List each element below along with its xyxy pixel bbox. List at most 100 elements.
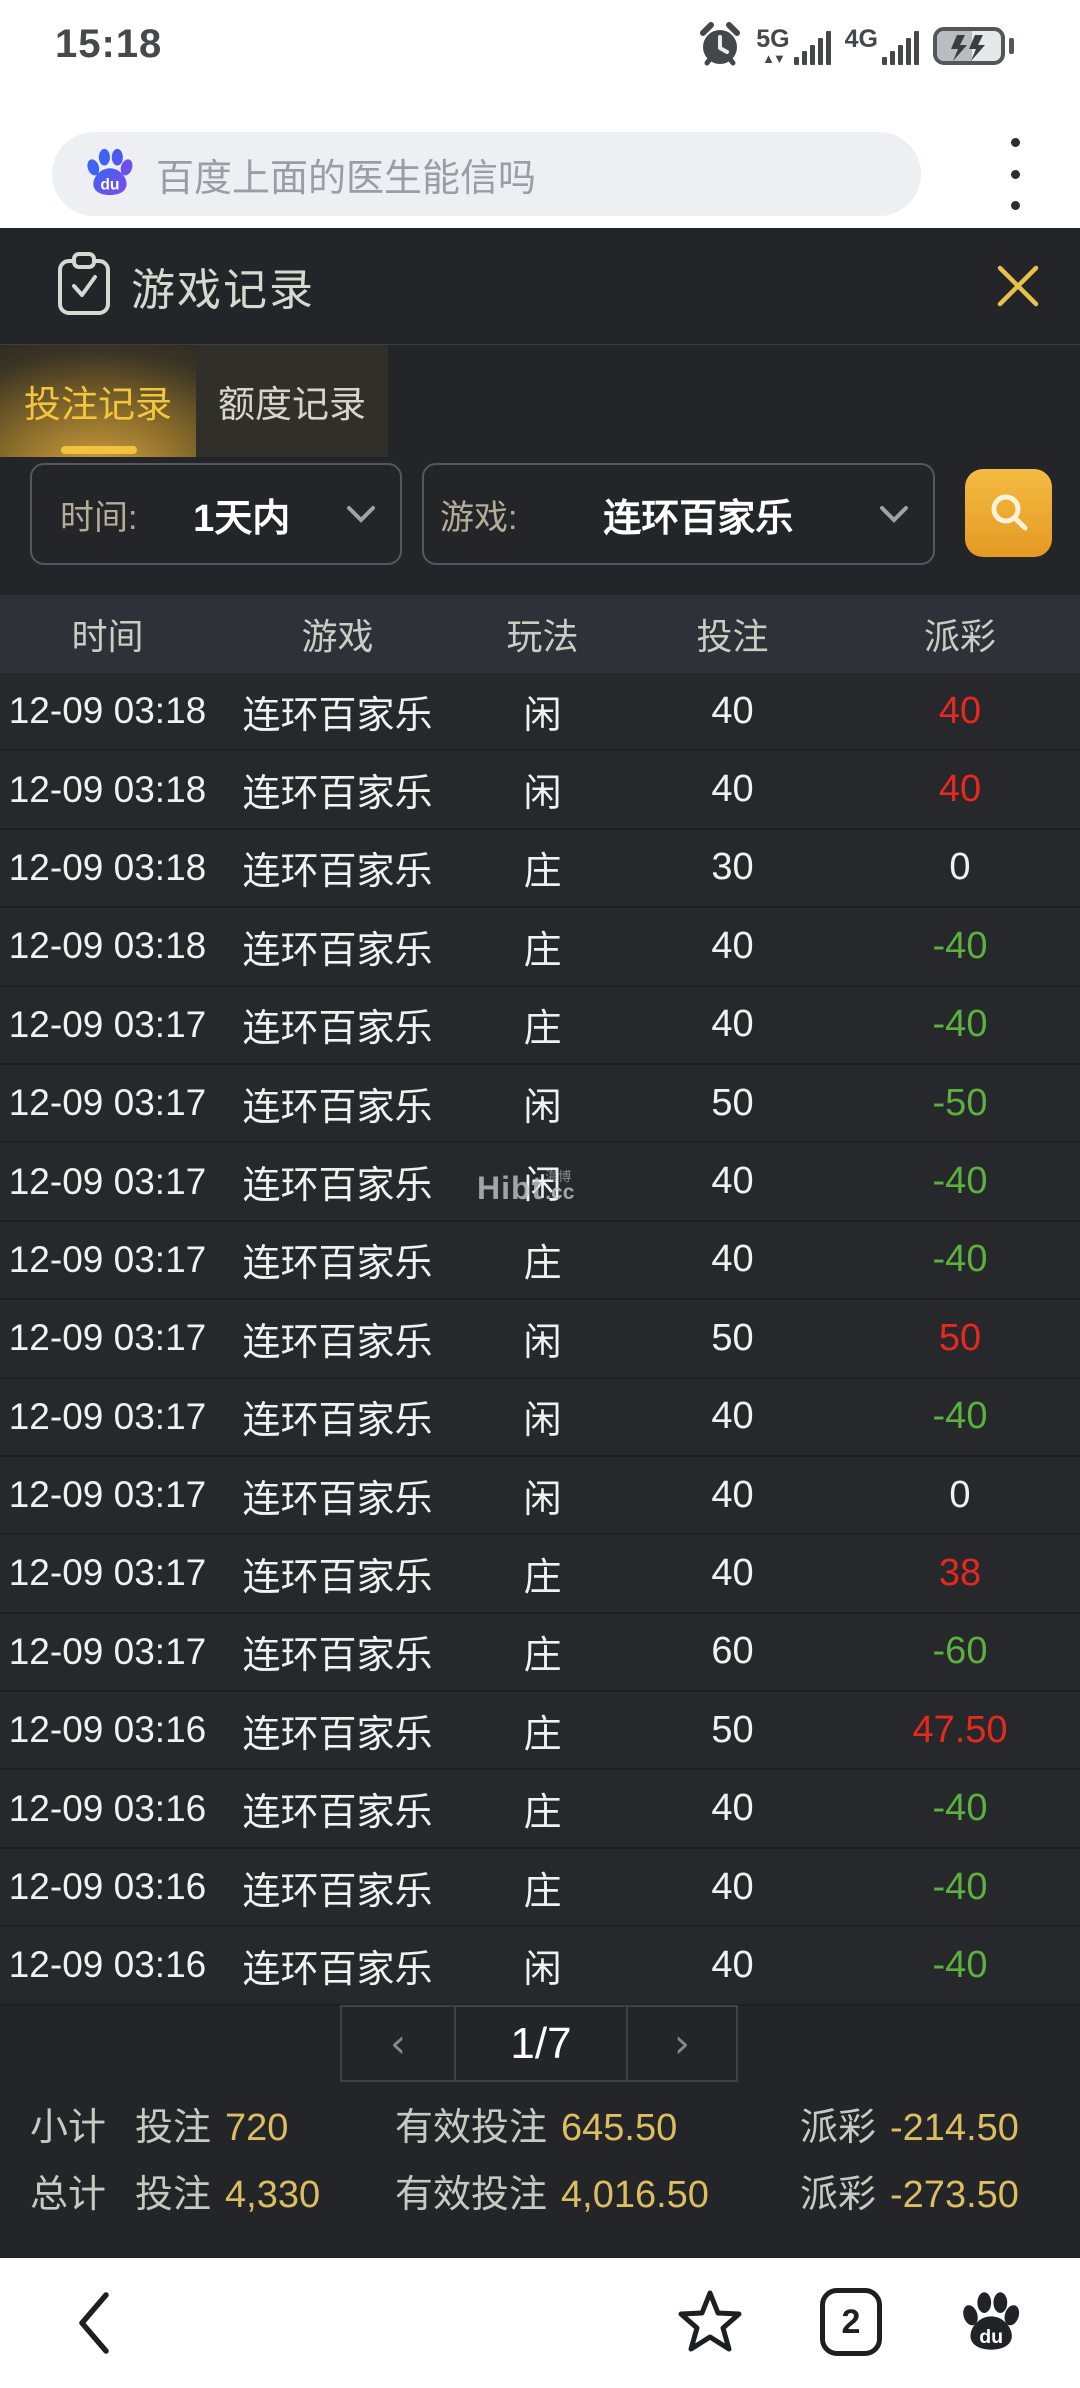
cell-play: 庄: [523, 1635, 562, 1678]
alarm-icon: [698, 21, 742, 72]
cell-payout: -40: [932, 1003, 988, 1046]
cell-bet: 60: [711, 1630, 754, 1673]
cell-play: 庄: [523, 1870, 562, 1913]
cell-payout: -50: [932, 1081, 988, 1124]
cell-bet: 50: [711, 1708, 754, 1751]
next-page-button[interactable]: ›: [626, 2005, 738, 2082]
battery-nub: [1009, 38, 1014, 54]
cell-time: 12-09 03:17: [8, 1082, 207, 1124]
cell-time: 12-09 03:17: [8, 1160, 207, 1202]
col-header-game: 游戏: [301, 616, 374, 657]
cell-play: 闲: [523, 1321, 562, 1364]
table-row: 12-09 03:16 连环百家乐 庄 40 -40: [0, 1770, 1080, 1849]
game-filter-dropdown[interactable]: 游戏: 连环百家乐: [422, 463, 935, 565]
baidu-home-icon[interactable]: du: [958, 2284, 1022, 2358]
prev-page-button[interactable]: ‹: [340, 2005, 456, 2082]
svg-text:du: du: [979, 2326, 1003, 2348]
table-row: 12-09 03:18 连环百家乐 闲 40 40: [0, 751, 1080, 830]
cell-payout: -40: [932, 1865, 988, 1908]
cell-payout: 38: [938, 1551, 982, 1594]
cell-bet: 40: [711, 1473, 754, 1516]
bookmark-star-icon[interactable]: [672, 2282, 748, 2362]
pagination: ‹ 1/7 ›: [340, 2005, 738, 2082]
signal-4g-icon: 4G: [845, 27, 919, 65]
subtotal-valid-bet: 645.50: [561, 2107, 678, 2149]
cell-game: 连环百家乐: [242, 1243, 433, 1286]
game-record-panel: 游戏记录 投注记录 额度记录 时间: 1天内 游戏: 连环百家乐: [0, 228, 1080, 2258]
cell-bet: 40: [711, 1003, 754, 1046]
cell-bet: 40: [711, 689, 754, 732]
cell-game: 连环百家乐: [242, 1400, 433, 1443]
game-filter-label: 游戏:: [440, 498, 518, 537]
back-chevron-icon: [79, 2292, 109, 2354]
cell-time: 12-09 03:17: [8, 1474, 207, 1516]
cell-game: 连环百家乐: [242, 1948, 433, 1991]
cell-time: 12-09 03:16: [8, 1787, 207, 1829]
col-header-time: 时间: [71, 616, 144, 657]
total-valid-bet: 4,016.50: [561, 2174, 709, 2216]
browser-bottom-nav: 2 du: [0, 2258, 1080, 2388]
tab-quota-records[interactable]: 额度记录: [196, 345, 388, 457]
cell-game: 连环百家乐: [242, 773, 433, 816]
cell-play: 闲: [523, 1165, 562, 1208]
table-row: 12-09 03:18 连环百家乐 庄 40 -40: [0, 908, 1080, 987]
table-body: 12-09 03:18 连环百家乐闲 40 40 12-09 03:18 连环百家乐闲 40…: [0, 673, 1080, 2006]
cell-payout: -40: [932, 1395, 988, 1438]
cell-time: 12-09 03:17: [8, 1003, 207, 1045]
tab-counter-button[interactable]: 2: [820, 2288, 882, 2356]
signal-5g-icon: 5G ▲▼: [756, 27, 831, 65]
status-time: 15:18: [55, 22, 163, 66]
cell-payout: 47.50: [912, 1708, 1008, 1751]
svg-text:du: du: [100, 176, 119, 193]
table-row: 12-09 03:17 连环百家乐 闲 50 50: [0, 1300, 1080, 1379]
cell-time: 12-09 03:17: [8, 1630, 207, 1672]
cell-play: 庄: [523, 1008, 562, 1051]
search-input[interactable]: du 百度上面的医生能信吗: [52, 132, 921, 216]
cell-bet: 40: [711, 1160, 754, 1203]
status-bar: 15:18 5G ▲▼ 4G: [0, 0, 1080, 90]
table-row: 12-09 03:17 连环百家乐 庄 40 38: [0, 1535, 1080, 1614]
cell-time: 12-09 03:18: [8, 925, 207, 967]
cell-game: 连环百家乐: [242, 1713, 433, 1756]
record-tabs: 投注记录 额度记录: [0, 345, 1080, 457]
baidu-logo-icon: du: [84, 148, 134, 201]
cell-play: 庄: [523, 929, 562, 972]
time-filter-dropdown[interactable]: 时间: 1天内: [30, 463, 402, 565]
cell-time: 12-09 03:17: [8, 1317, 207, 1359]
cell-play: 闲: [523, 773, 562, 816]
close-icon[interactable]: [986, 254, 1050, 318]
table-row: 12-09 03:18 连环百家乐 闲 40 40: [0, 673, 1080, 752]
table-row: 12-09 03:16 连环百家乐 庄 40 -40: [0, 1848, 1080, 1928]
subtotal-row: 小计 投注 720 有效投注 645.50 派彩 -214.50: [0, 2090, 1080, 2157]
cell-time: 12-09 03:17: [8, 1238, 207, 1280]
active-tab-underline: [61, 446, 137, 454]
browser-menu-button[interactable]: [1002, 138, 1028, 210]
cell-play: 庄: [523, 851, 562, 894]
time-filter-value: 1天内: [193, 497, 291, 540]
time-filter-label: 时间:: [60, 498, 138, 537]
col-header-play: 玩法: [506, 616, 579, 657]
total-bet: 4,330: [225, 2174, 321, 2216]
cell-game: 连环百家乐: [242, 851, 433, 894]
cell-bet: 40: [711, 1787, 754, 1830]
cell-time: 12-09 03:18: [8, 846, 207, 888]
search-button[interactable]: [965, 469, 1052, 557]
cell-payout: -40: [932, 924, 988, 967]
cell-game: 连环百家乐: [242, 929, 433, 972]
cell-play: 闲: [523, 1478, 562, 1521]
table-row: 12-09 03:16 连环百家乐 庄 50 47.50: [0, 1692, 1080, 1771]
cell-play: 闲: [523, 1948, 562, 1991]
cell-time: 12-09 03:17: [8, 1395, 207, 1437]
cell-payout: -40: [932, 1787, 988, 1830]
cell-game: 连环百家乐: [242, 1792, 433, 1835]
cell-payout: 0: [949, 1473, 971, 1516]
table-row: 12-09 03:17 连环百家乐 庄 40 -40: [0, 1221, 1080, 1301]
tab-bet-records[interactable]: 投注记录: [0, 345, 196, 457]
back-button[interactable]: [58, 2286, 130, 2360]
table-header: 时间 游戏 玩法 投注 派彩: [0, 595, 1080, 673]
browser-search-row: du 百度上面的医生能信吗: [0, 90, 1080, 228]
cell-game: 连环百家乐: [242, 1870, 433, 1913]
total-payout: -273.50: [890, 2174, 1019, 2216]
cell-payout: 0: [949, 846, 971, 889]
chevron-down-icon: [880, 506, 908, 523]
